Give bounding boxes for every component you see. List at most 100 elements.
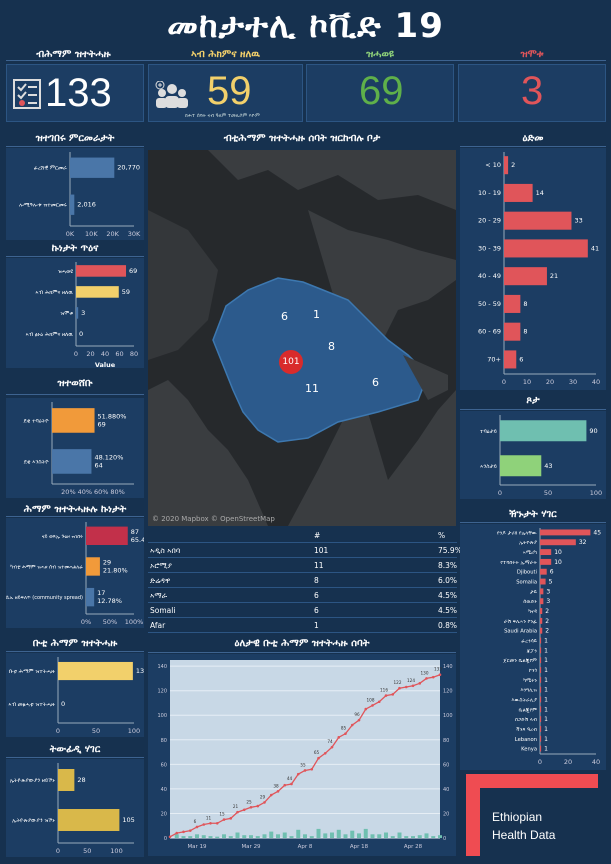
daily-bar xyxy=(303,834,307,838)
category-label: ታይ xyxy=(530,589,537,595)
value-label: 2 xyxy=(511,161,515,169)
kpi-active-sub: ክሕተ ሰባት ናብ ዓለም ተመሊሶም እዮም xyxy=(185,113,260,119)
tick-label: 0 xyxy=(56,727,60,735)
kpi-tested-label: ብሕማም ዝተትሓዙ xyxy=(36,49,111,60)
table-header-cell: % xyxy=(438,531,446,540)
bar xyxy=(504,350,517,369)
data-label: 74 xyxy=(327,739,333,744)
ethiopia-region[interactable] xyxy=(212,277,429,443)
category-label: ቡቲ ሕማም ዝተትሓዙ xyxy=(9,669,55,675)
bar xyxy=(76,286,119,298)
tick-label: 60 xyxy=(161,762,167,768)
tick-label: 20 xyxy=(86,350,94,358)
bar xyxy=(86,526,128,545)
table-cell: 0.8% xyxy=(438,621,458,630)
daily-bar xyxy=(276,834,280,838)
bar xyxy=(540,637,542,644)
value-label: 10 xyxy=(554,559,562,566)
category-label: እንግሊዝ xyxy=(520,688,537,694)
tick-label: 140 xyxy=(157,664,167,670)
tick-label: 40% xyxy=(78,488,92,496)
series-point xyxy=(290,782,293,786)
data-label: 15 xyxy=(219,812,225,817)
category-label: < 10 xyxy=(485,161,501,169)
series-point xyxy=(323,751,327,755)
series-point xyxy=(249,806,253,809)
kpi-tested-value: 133 xyxy=(45,71,112,115)
tick-label: 20 xyxy=(564,758,572,766)
value-label: 0 xyxy=(61,700,65,708)
series-point xyxy=(175,831,179,835)
bar xyxy=(540,529,591,536)
tick-label: 40 xyxy=(101,350,109,358)
tick-label: 100 xyxy=(157,713,167,719)
daily-bar xyxy=(282,832,287,838)
daily-bar xyxy=(296,829,301,838)
tick-label: 100% xyxy=(125,618,144,626)
daily-bar xyxy=(255,836,260,838)
bar xyxy=(504,183,533,202)
bar xyxy=(540,657,542,664)
category-label: ኣብ መፅሓቲ ዝተትሓዙ xyxy=(8,702,55,708)
map-svg xyxy=(148,150,456,526)
tick-label: 20% xyxy=(61,488,75,496)
daily-bar xyxy=(174,834,179,838)
category-label: ኣንስታይ xyxy=(480,464,497,470)
tick-label: 140 xyxy=(443,664,453,670)
value-label: 1 xyxy=(544,647,548,654)
tick-label: 120 xyxy=(443,689,453,695)
bar xyxy=(86,557,100,576)
value-label: 1 xyxy=(544,746,548,753)
data-label: 55 xyxy=(300,762,306,767)
daily-bar xyxy=(377,834,382,838)
category-label: 20 - 29 xyxy=(478,217,501,225)
bar xyxy=(58,661,133,681)
map[interactable]: 101 6 1 8 11 6 © 2020 Mapbox © OpenStree… xyxy=(148,150,456,526)
value-label: 6 xyxy=(550,569,554,576)
value-label: 48.120% xyxy=(94,453,123,461)
category-label: እውስትራሊያ xyxy=(512,697,538,703)
series-point xyxy=(168,835,172,839)
category-label: ቤልጂየም xyxy=(519,707,538,713)
series-point xyxy=(330,745,334,749)
daily-bar xyxy=(390,836,395,838)
category-label: ኢትዮጵያ xyxy=(519,540,537,546)
quarantine-title: ቡቲ ሕማም ዝተትሓዙ xyxy=(32,638,118,649)
daily-bar xyxy=(370,834,375,838)
data-label: 6 xyxy=(194,819,197,824)
series-point xyxy=(364,707,368,711)
series-point xyxy=(263,801,266,804)
bar xyxy=(540,558,552,565)
daily-bar xyxy=(289,836,294,838)
bar xyxy=(540,686,542,693)
series-point xyxy=(425,677,428,680)
category-label: ዝሓወዩ xyxy=(58,269,74,275)
category-label: 70+ xyxy=(487,355,501,363)
category-label: Lebanon xyxy=(515,737,537,743)
table-cell: 11 xyxy=(314,561,324,570)
tick-label: 0 xyxy=(56,847,60,855)
value-label: 41 xyxy=(591,244,599,252)
timeline-title: ዕለታዊ ቡቲ ሕማም ዝተትሓዙ ሰባት xyxy=(234,638,370,649)
category-label: 30 - 39 xyxy=(478,244,501,252)
transmission-title: ሕማም ዝተትሓዙሉ ኩነታት xyxy=(23,504,127,515)
daily-bar xyxy=(336,829,341,838)
tick-label: Mar 19 xyxy=(187,844,207,850)
value-label: 1 xyxy=(544,667,548,674)
table-cell: 6.0% xyxy=(438,576,458,585)
bar xyxy=(540,735,542,742)
tick-label: 0 xyxy=(443,836,446,842)
value-label: 2,016 xyxy=(77,201,96,209)
daily-bar xyxy=(417,835,422,838)
map-marker-addis[interactable]: 101 xyxy=(279,350,303,374)
value-label: 69 xyxy=(129,267,137,275)
daily-bar xyxy=(195,834,199,838)
tick-label: 40 xyxy=(443,787,449,793)
bar xyxy=(504,267,547,286)
tick-label: 0 xyxy=(538,758,542,766)
tick-label: 80 xyxy=(443,738,449,744)
page-title: መከታተሊ ኮቪድ 19 xyxy=(167,6,444,46)
kpi-deaths: 3 xyxy=(458,64,606,122)
table-row: ኣዲስ ኣበባ 101 75.9% xyxy=(148,543,462,558)
